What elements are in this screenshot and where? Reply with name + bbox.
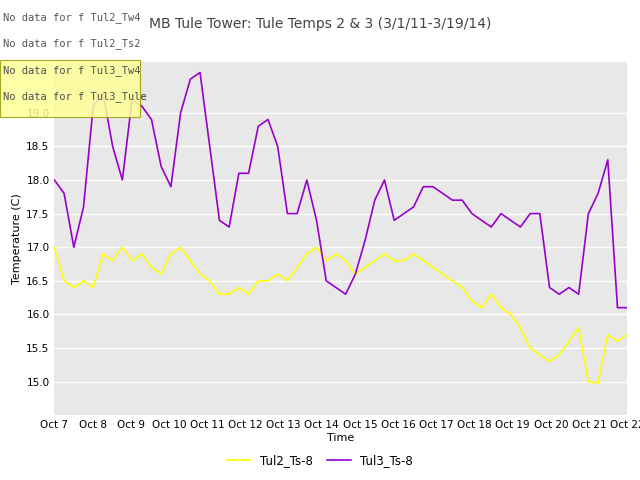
Line: Tul2_Ts-8: Tul2_Ts-8 <box>54 247 627 383</box>
Text: No data for f Tul3_Tw4: No data for f Tul3_Tw4 <box>3 65 141 76</box>
Tul3_Ts-8 <box>419 184 427 190</box>
Tul3_Ts-8 <box>206 144 214 149</box>
Tul3_Ts-8 <box>623 305 631 311</box>
Tul3_Ts-8 <box>244 170 252 176</box>
Tul3_Ts-8 <box>255 123 262 129</box>
Tul2_Ts-8 <box>244 291 252 297</box>
Tul3_Ts-8 <box>51 177 58 183</box>
Text: No data for f Tul3_Tw4: No data for f Tul3_Tw4 <box>3 65 141 76</box>
Text: No data for f Tul2_Ts2: No data for f Tul2_Ts2 <box>3 38 141 49</box>
Text: No data for f Tul2_Tw4: No data for f Tul2_Tw4 <box>3 12 141 23</box>
X-axis label: Time: Time <box>327 433 355 443</box>
Tul2_Ts-8 <box>410 251 417 257</box>
Line: Tul3_Ts-8: Tul3_Ts-8 <box>54 72 627 308</box>
Tul2_Ts-8 <box>51 244 58 250</box>
Tul3_Ts-8 <box>225 224 233 230</box>
Y-axis label: Temperature (C): Temperature (C) <box>12 193 22 284</box>
Tul3_Ts-8 <box>148 117 156 122</box>
Text: MB Tule Tower: Tule Temps 2 & 3 (3/1/11-3/19/14): MB Tule Tower: Tule Temps 2 & 3 (3/1/11-… <box>149 17 491 31</box>
Tul2_Ts-8 <box>216 291 223 297</box>
Text: No data for f Tul3_Tule: No data for f Tul3_Tule <box>3 91 147 102</box>
Tul3_Ts-8 <box>196 70 204 75</box>
Tul2_Ts-8 <box>235 285 243 290</box>
Legend: Tul2_Ts-8, Tul3_Ts-8: Tul2_Ts-8, Tul3_Ts-8 <box>222 449 418 472</box>
Tul2_Ts-8 <box>148 264 156 270</box>
Tul2_Ts-8 <box>196 271 204 277</box>
Tul2_Ts-8 <box>623 332 631 337</box>
Text: No data for f Tul3_Tule: No data for f Tul3_Tule <box>3 91 147 102</box>
Tul3_Ts-8 <box>614 305 621 311</box>
Tul2_Ts-8 <box>594 380 602 386</box>
